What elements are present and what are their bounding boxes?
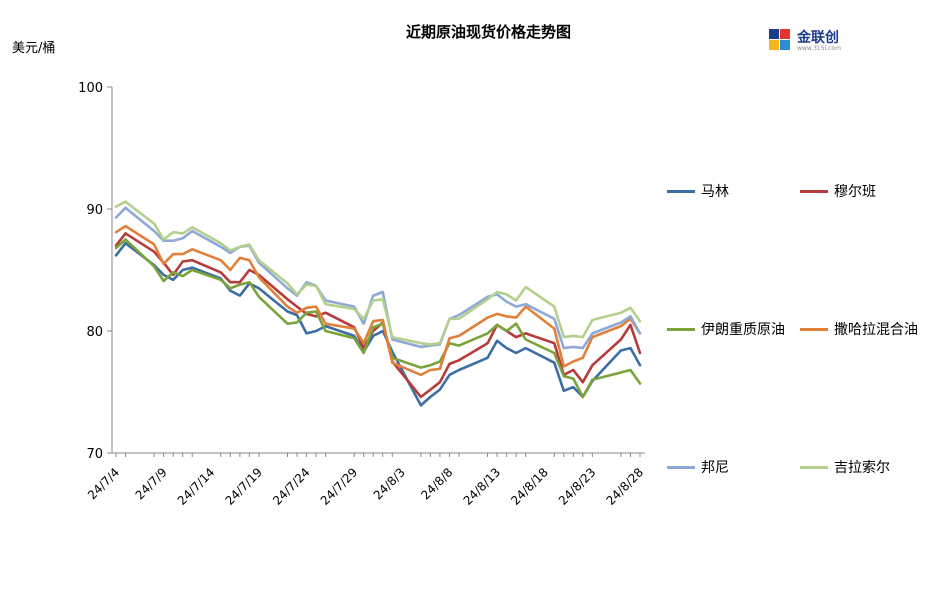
x-tick-label: 24/7/19 (222, 465, 265, 508)
unit-label: 美元/桶 (12, 41, 56, 56)
x-tick-label: 24/8/18 (508, 465, 551, 508)
legend-item: 马林 (667, 181, 729, 201)
x-tick-label: 24/8/8 (418, 465, 455, 502)
y-tick-label: 80 (86, 325, 103, 340)
x-tick-label: 24/8/28 (604, 465, 647, 508)
x-tick-label: 24/8/3 (371, 465, 408, 502)
legend-item: 邦尼 (667, 457, 729, 477)
x-tick-label: 24/7/14 (175, 465, 218, 508)
logo-mark-icon (769, 29, 790, 50)
legend-swatch (667, 465, 695, 469)
x-tick-label: 24/8/23 (556, 465, 599, 508)
legend-swatch (800, 189, 828, 193)
legend-item: 撒哈拉混合油 (800, 319, 918, 339)
legend-label: 马林 (701, 184, 729, 200)
legend-swatch (667, 327, 695, 331)
x-tick-label: 24/7/24 (270, 465, 313, 508)
x-tick-label: 24/7/29 (318, 465, 361, 508)
x-tick-label: 24/7/9 (133, 465, 170, 502)
legend-swatch (800, 327, 828, 331)
series-line (114, 200, 642, 346)
legend-item: 穆尔班 (800, 181, 876, 201)
legend-swatch (667, 189, 695, 193)
legend-label: 吉拉索尔 (834, 460, 890, 476)
series-line (114, 241, 642, 407)
series-line (114, 206, 642, 350)
x-tick-label: 24/8/13 (461, 465, 504, 508)
legend-label: 邦尼 (701, 460, 729, 476)
y-tick-label: 100 (78, 81, 103, 96)
y-tick-label: 90 (86, 203, 103, 218)
x-tick-label: 24/7/4 (85, 465, 122, 502)
logo-text: 金联创 (797, 30, 839, 46)
legend-item: 伊朗重质原油 (667, 319, 785, 339)
legend-label: 穆尔班 (834, 184, 876, 200)
legend-item: 吉拉索尔 (800, 457, 890, 477)
logo-subtext: www.315i.com (797, 45, 841, 52)
chart-title: 近期原油现货价格走势图 (405, 23, 571, 41)
brand-logo: 金联创 www.315i.com (768, 26, 848, 56)
series-line (114, 238, 642, 399)
y-tick-label: 70 (86, 447, 103, 462)
series-line (114, 224, 642, 377)
legend-swatch (800, 465, 828, 469)
legend-label: 伊朗重质原油 (701, 322, 785, 338)
legend-label: 撒哈拉混合油 (834, 322, 918, 338)
